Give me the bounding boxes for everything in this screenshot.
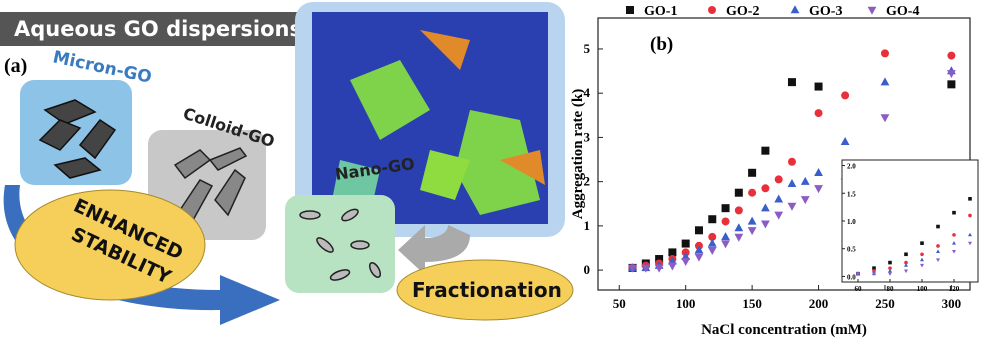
point: [881, 114, 890, 122]
point: [761, 203, 770, 211]
point: [936, 225, 940, 229]
banner: Aqueous GO dispersions: [14, 17, 302, 41]
point: [814, 185, 823, 193]
point: [904, 252, 908, 256]
point: [788, 78, 796, 86]
legend-label: GO-3: [809, 4, 842, 19]
point: [735, 206, 743, 214]
page: Aqueous GO dispersions (a) Micron-GO Col…: [0, 0, 982, 341]
inset-x-tick-label: 60: [855, 285, 863, 293]
point: [748, 169, 756, 177]
point: [968, 197, 972, 201]
point: [815, 83, 823, 91]
inset-y-tick-label: 0.5: [847, 246, 856, 254]
point: [708, 247, 717, 255]
point: [748, 227, 757, 235]
point: [695, 226, 703, 234]
inset-y-tick-label: 1.5: [847, 190, 856, 198]
inset-y-tick-label: 2.0: [847, 163, 856, 171]
point: [748, 189, 756, 197]
x-tick-label: 100: [676, 296, 696, 311]
point: [774, 195, 783, 203]
point: [952, 211, 956, 215]
inset-y-tick-label: 0.0: [847, 273, 856, 281]
point: [682, 240, 690, 248]
point: [734, 234, 743, 242]
point: [968, 214, 972, 218]
point: [920, 241, 924, 245]
y-axis-label: Aggregation rate (k): [570, 89, 586, 220]
point: [801, 177, 810, 185]
point: [681, 258, 690, 266]
point: [814, 168, 823, 176]
x-tick-label: 300: [942, 296, 962, 311]
point: [735, 189, 743, 197]
legend-label: GO-1: [644, 4, 677, 19]
inset-y-tick-label: 1.0: [847, 218, 856, 226]
point: [748, 217, 757, 225]
point: [668, 262, 677, 270]
point: [722, 217, 730, 225]
panel-label: (b): [650, 34, 673, 55]
point: [801, 196, 810, 204]
point: [788, 203, 797, 211]
point: [881, 49, 889, 57]
point: [761, 147, 769, 155]
point: [952, 233, 956, 237]
point: [774, 212, 783, 220]
panel-a: Aqueous GO dispersions (a) Micron-GO Col…: [0, 0, 575, 341]
point: [721, 232, 730, 240]
inset-x-tick-label: 100: [917, 285, 928, 293]
legend-marker: [868, 7, 877, 15]
panel-label: (a): [4, 55, 27, 77]
point: [761, 184, 769, 192]
x-axis-label: NaCl concentration (mM): [701, 322, 867, 338]
point: [788, 158, 796, 166]
point: [734, 223, 743, 231]
y-tick-label: 5: [584, 41, 591, 56]
point: [721, 240, 730, 248]
legend-label: GO-4: [886, 4, 919, 19]
x-tick-label: 150: [742, 296, 762, 311]
point: [947, 80, 955, 88]
inset-x-tick-label: 80: [887, 285, 895, 293]
x-tick-label: 200: [809, 296, 829, 311]
legend-marker: [626, 6, 634, 14]
legend-marker: [708, 6, 716, 14]
x-tick-label: 50: [613, 296, 626, 311]
point: [775, 175, 783, 183]
point: [841, 91, 849, 99]
point: [761, 220, 770, 228]
point: [695, 254, 704, 262]
inset-x-tick-label: 120: [949, 285, 960, 293]
legend-marker: [791, 5, 800, 13]
point: [841, 137, 850, 145]
point: [708, 239, 717, 247]
figure: Aqueous GO dispersions (a) Micron-GO Col…: [0, 0, 982, 341]
y-tick-label: 0: [584, 262, 591, 277]
point: [920, 252, 924, 256]
point: [947, 52, 955, 60]
point: [788, 179, 797, 187]
x-tick-label: 250: [875, 296, 895, 311]
point: [708, 215, 716, 223]
inset-frame: [842, 160, 978, 282]
point: [881, 77, 890, 85]
legend-label: GO-2: [726, 4, 759, 19]
fractionation-label: Fractionation: [412, 278, 562, 302]
point: [888, 261, 892, 265]
point: [936, 244, 940, 248]
point: [815, 109, 823, 117]
point: [722, 204, 730, 212]
